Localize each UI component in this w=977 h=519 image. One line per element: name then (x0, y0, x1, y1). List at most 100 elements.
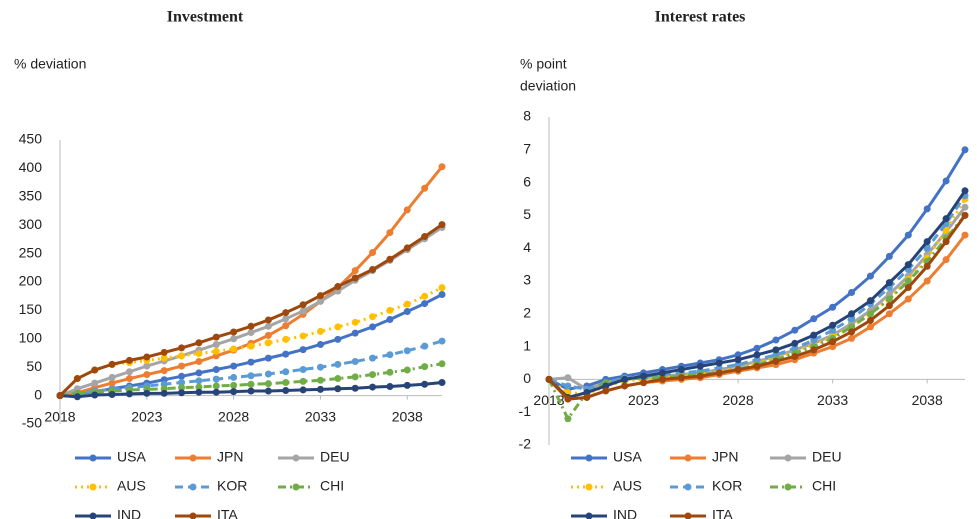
point (195, 350, 203, 358)
point (583, 393, 591, 401)
point (403, 206, 411, 214)
point (677, 374, 685, 382)
point (299, 307, 307, 315)
point (195, 339, 203, 347)
legend-marker (189, 512, 197, 519)
y-tick-label: 400 (19, 159, 43, 175)
legend-label: KOR (217, 478, 247, 494)
point (810, 346, 818, 354)
point (421, 233, 429, 241)
y-tick-label: 350 (19, 188, 43, 204)
point (264, 354, 272, 362)
point (791, 352, 799, 360)
point (316, 385, 324, 393)
point (369, 248, 377, 256)
point (369, 371, 377, 379)
point (904, 295, 912, 303)
point (848, 328, 856, 336)
point (658, 375, 666, 383)
y-tick-label: 3 (523, 272, 531, 288)
x-tick-label: 2023 (628, 392, 659, 408)
point (640, 379, 648, 387)
point (143, 353, 151, 361)
point (264, 380, 272, 388)
point (299, 365, 307, 373)
point (282, 350, 290, 358)
point (438, 163, 446, 171)
point (299, 332, 307, 340)
y-tick-label: 7 (523, 141, 531, 157)
y-tick-label: 50 (26, 358, 42, 374)
point (848, 323, 856, 331)
point (904, 231, 912, 239)
point (195, 377, 203, 385)
point (885, 252, 893, 260)
point (212, 333, 220, 341)
point (715, 369, 723, 377)
series-line (547, 234, 967, 401)
point (299, 346, 307, 354)
point (961, 146, 969, 154)
point (386, 229, 394, 237)
point (299, 301, 307, 309)
point (810, 315, 818, 323)
point (403, 381, 411, 389)
point (351, 267, 359, 275)
y-tick-label: 2 (523, 305, 531, 321)
legend-label: AUS (613, 478, 642, 494)
y-tick-label: 4 (523, 239, 531, 255)
point (351, 274, 359, 282)
y-tick-label: -50 (22, 415, 42, 431)
point (386, 351, 394, 359)
point (160, 348, 168, 356)
point (602, 387, 610, 395)
point (602, 382, 610, 390)
x-tick-label: 2028 (218, 408, 249, 424)
point (73, 393, 81, 401)
point (230, 373, 238, 381)
point (421, 342, 429, 350)
point (753, 356, 761, 364)
point (334, 375, 342, 383)
point (264, 331, 272, 339)
point (753, 344, 761, 352)
point (829, 303, 837, 311)
point (923, 244, 931, 252)
legend-label: CHI (812, 478, 836, 494)
point (677, 366, 685, 374)
point (212, 347, 220, 355)
point (230, 381, 238, 389)
point (247, 322, 255, 330)
point (247, 329, 255, 337)
point (696, 372, 704, 380)
point (942, 215, 950, 223)
point (772, 336, 780, 344)
y-tick-label: 0 (523, 370, 531, 386)
point (212, 340, 220, 348)
point (621, 382, 629, 390)
point (91, 379, 99, 387)
series-line (59, 362, 443, 398)
y-axis-label: % deviation (14, 56, 86, 72)
point (369, 313, 377, 321)
y-tick-label: 1 (523, 337, 531, 353)
point (264, 322, 272, 330)
legend-marker (89, 454, 97, 462)
point (282, 379, 290, 387)
legend-marker (292, 454, 300, 462)
point (230, 388, 238, 396)
point (178, 389, 186, 397)
point (923, 238, 931, 246)
point (848, 310, 856, 318)
point (195, 383, 203, 391)
point (421, 300, 429, 308)
point (942, 177, 950, 185)
legend-label: ITA (217, 507, 238, 519)
point (829, 321, 837, 329)
legend-label: CHI (320, 478, 344, 494)
point (264, 316, 272, 324)
point (73, 375, 81, 383)
point (791, 326, 799, 334)
point (942, 226, 950, 234)
legend-label: JPN (712, 449, 738, 465)
